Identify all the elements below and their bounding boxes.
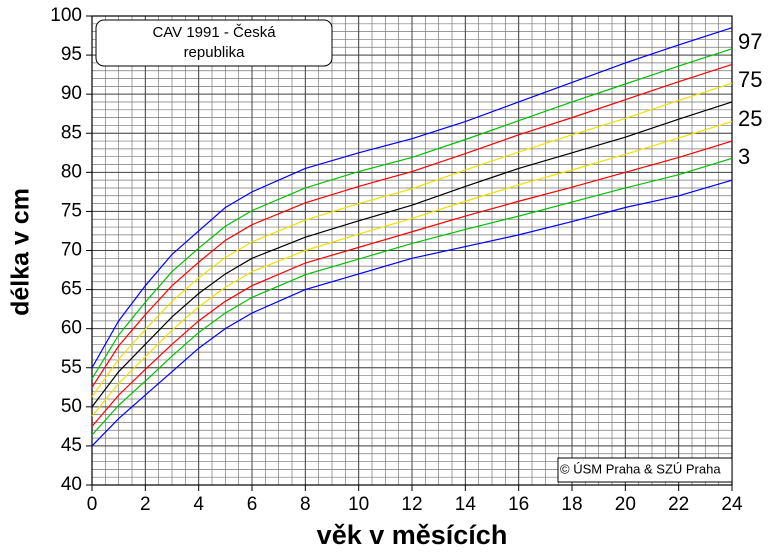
series-line bbox=[91, 48, 733, 380]
y-tick-label: 95 bbox=[61, 44, 82, 65]
plot-frame bbox=[91, 15, 733, 486]
series-line bbox=[91, 120, 733, 417]
x-axis-label: věk v měsících bbox=[317, 520, 508, 550]
y-tick-label: 100 bbox=[50, 5, 82, 26]
y-tick-label: 75 bbox=[61, 200, 82, 221]
x-tick-label: 24 bbox=[721, 494, 743, 515]
series-line bbox=[91, 140, 733, 427]
x-tick-label: 2 bbox=[140, 494, 151, 515]
annotation: 3 bbox=[738, 144, 750, 169]
x-tick-label: 4 bbox=[193, 494, 204, 515]
lines bbox=[91, 27, 733, 447]
series-line bbox=[91, 27, 733, 369]
grid bbox=[86, 15, 733, 491]
annotation: 25 bbox=[738, 106, 762, 131]
chart-title: CAV 1991 - Česká bbox=[152, 24, 276, 41]
y-tick-label: 50 bbox=[61, 396, 82, 417]
x-tick-label: 10 bbox=[348, 494, 369, 515]
x-tick-label: 8 bbox=[300, 494, 311, 515]
series-line bbox=[91, 82, 733, 398]
x-tick-label: 12 bbox=[401, 494, 422, 515]
chart-title: republika bbox=[184, 44, 246, 61]
series-line bbox=[91, 179, 733, 447]
x-tick-label: 18 bbox=[561, 494, 582, 515]
y-tick-label: 85 bbox=[61, 122, 82, 143]
title-box bbox=[95, 19, 333, 67]
y-tick-label: 65 bbox=[61, 279, 82, 300]
x-tick-label: 0 bbox=[87, 494, 98, 515]
y-axis-label: délka v cm bbox=[7, 188, 35, 316]
y-tick-label: 60 bbox=[61, 318, 82, 339]
series-line bbox=[91, 101, 733, 408]
y-tick-label: 80 bbox=[61, 161, 82, 182]
credit: © ÚSM Praha & SZÚ Praha bbox=[560, 461, 721, 476]
y-tick-label: 55 bbox=[61, 357, 82, 378]
x-tick-label: 20 bbox=[615, 494, 636, 515]
y-tick-label: 90 bbox=[61, 83, 82, 104]
x-tick-label: 16 bbox=[508, 494, 529, 515]
x-tick-label: 14 bbox=[455, 494, 477, 515]
y-tick-label: 70 bbox=[61, 240, 82, 261]
series-line bbox=[91, 63, 733, 388]
annotation: 75 bbox=[738, 67, 762, 92]
y-tick-label: 40 bbox=[61, 474, 82, 495]
x-tick-label: 22 bbox=[668, 494, 689, 515]
y-tick-label: 45 bbox=[61, 435, 82, 456]
x-tick-label: 6 bbox=[247, 494, 258, 515]
annotation: 97 bbox=[738, 29, 762, 54]
series-line bbox=[91, 157, 733, 436]
credit-box bbox=[557, 457, 733, 483]
